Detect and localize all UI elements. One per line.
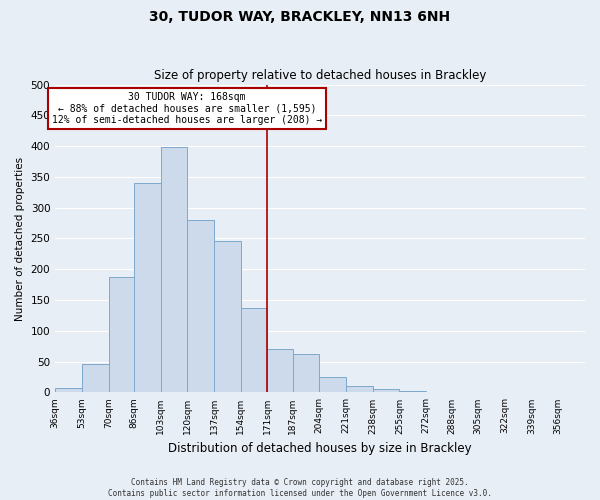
Bar: [82, 364, 109, 392]
Bar: [319, 377, 346, 392]
Bar: [373, 388, 400, 392]
Text: Contains HM Land Registry data © Crown copyright and database right 2025.
Contai: Contains HM Land Registry data © Crown c…: [108, 478, 492, 498]
Bar: [346, 386, 373, 392]
Title: Size of property relative to detached houses in Brackley: Size of property relative to detached ho…: [154, 69, 486, 82]
Bar: [55, 388, 82, 392]
Bar: [241, 308, 268, 392]
Text: 30 TUDOR WAY: 168sqm
← 88% of detached houses are smaller (1,595)
12% of semi-de: 30 TUDOR WAY: 168sqm ← 88% of detached h…: [52, 92, 322, 125]
Bar: [187, 220, 214, 392]
Bar: [293, 354, 319, 393]
Bar: [161, 148, 187, 392]
Bar: [400, 391, 426, 392]
Bar: [109, 278, 134, 392]
Bar: [134, 183, 161, 392]
Bar: [268, 350, 293, 393]
Text: 30, TUDOR WAY, BRACKLEY, NN13 6NH: 30, TUDOR WAY, BRACKLEY, NN13 6NH: [149, 10, 451, 24]
Y-axis label: Number of detached properties: Number of detached properties: [15, 156, 25, 320]
Bar: [214, 241, 241, 392]
X-axis label: Distribution of detached houses by size in Brackley: Distribution of detached houses by size …: [168, 442, 472, 455]
